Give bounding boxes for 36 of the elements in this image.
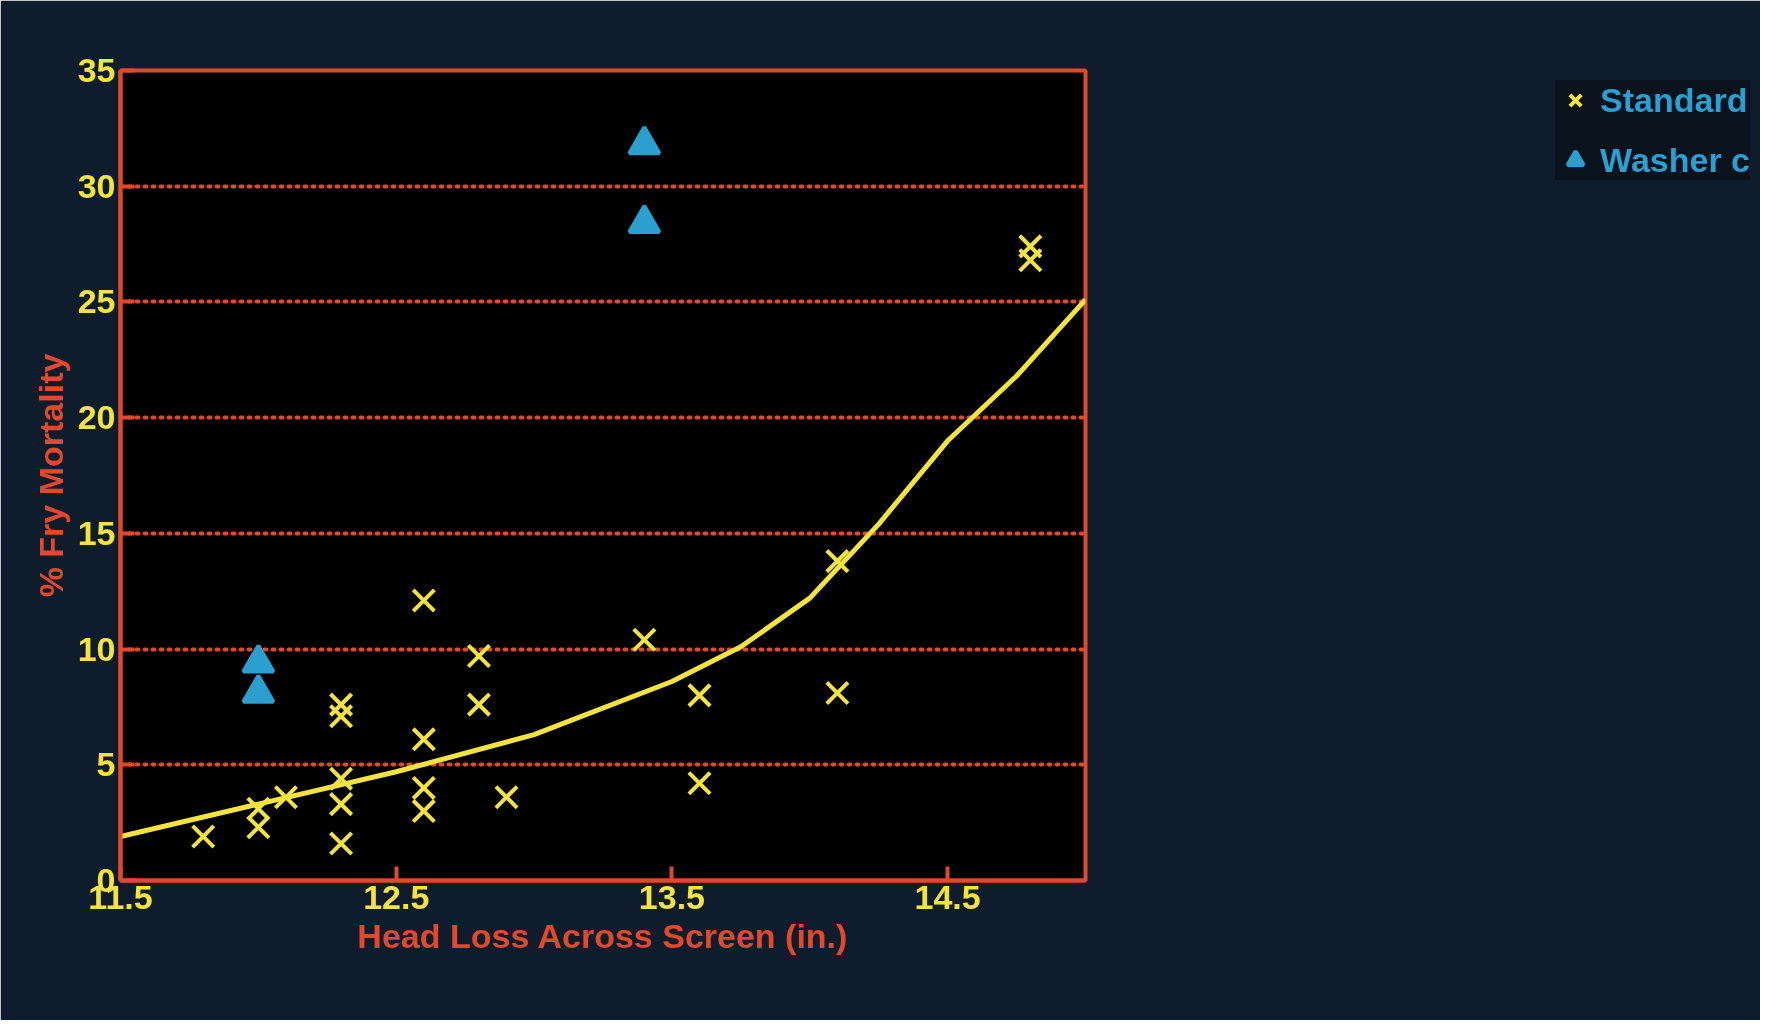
point — [411, 775, 437, 801]
point — [328, 692, 354, 718]
y-tick-label: 30 — [77, 166, 116, 205]
legend-label: Washer c — [1600, 140, 1750, 180]
point — [631, 627, 657, 653]
x-tick-label: 12.5 — [363, 877, 430, 916]
legend-label: Standard — [1600, 80, 1748, 120]
point — [411, 798, 437, 824]
y-tick-label: 25 — [77, 282, 116, 321]
point — [245, 814, 271, 840]
point — [411, 587, 437, 614]
y-tick-label: 10 — [77, 629, 116, 668]
point — [466, 643, 492, 669]
point — [493, 784, 520, 810]
point — [328, 830, 354, 857]
point — [1017, 247, 1043, 273]
point — [824, 680, 850, 706]
point — [328, 703, 354, 729]
point — [190, 823, 216, 850]
x-tick-label: 13.5 — [638, 877, 706, 916]
point — [411, 726, 437, 752]
x-axis-title: Head Loss Across Screen (in.) — [357, 916, 848, 955]
y-axis-title: % Fry Mortality — [31, 353, 70, 598]
point — [328, 766, 354, 792]
point — [686, 682, 713, 708]
y-tick-label: 15 — [77, 513, 116, 552]
point — [824, 548, 850, 574]
point — [1017, 233, 1043, 259]
point — [273, 784, 299, 810]
y-tick-label: 5 — [96, 745, 116, 784]
point — [328, 791, 354, 817]
y-tick-label: 35 — [77, 51, 116, 89]
y-tick-label: 20 — [77, 398, 116, 437]
point — [686, 770, 713, 796]
x-tick-label: 14.5 — [914, 877, 981, 916]
point — [466, 692, 492, 718]
